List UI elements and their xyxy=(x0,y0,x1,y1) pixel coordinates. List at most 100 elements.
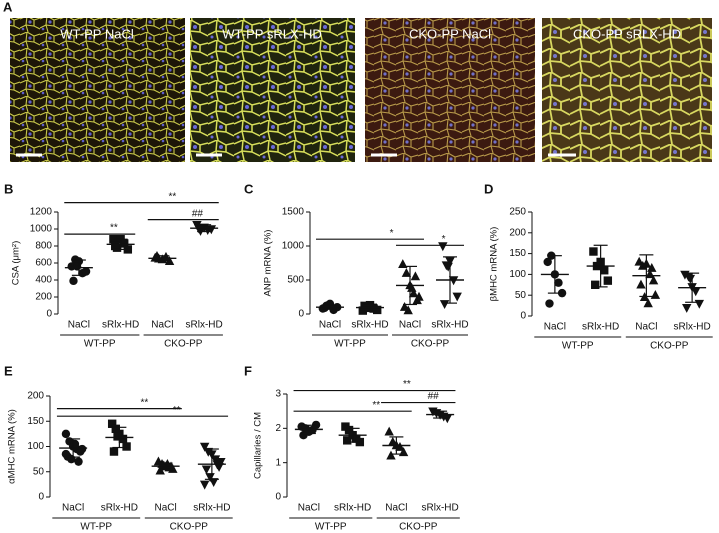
y-tick-label: 500 xyxy=(287,275,304,286)
error-bar xyxy=(389,436,404,455)
x-tick-label: NaCl xyxy=(298,503,320,514)
y-tick-label: 150 xyxy=(509,248,526,259)
significance-label: ** xyxy=(372,400,380,411)
point xyxy=(164,256,175,265)
y-tick-label: 250 xyxy=(509,207,526,218)
point xyxy=(373,305,382,315)
x-tick-label: sRlx-HD xyxy=(351,320,388,331)
y-tick-label: 2 xyxy=(275,423,281,434)
group-label: WT-PP xyxy=(84,339,116,350)
point xyxy=(395,442,405,451)
point xyxy=(545,299,554,308)
x-tick-label: NaCl xyxy=(68,320,90,331)
y-tick-label: 1 xyxy=(275,457,281,468)
point xyxy=(155,465,165,475)
point xyxy=(355,437,365,447)
panel-letter: C xyxy=(244,181,254,196)
x-tick-label: sRlx-HD xyxy=(431,320,468,331)
y-axis-label: Capillaries / CM xyxy=(253,412,264,479)
point xyxy=(403,305,413,315)
error-bar xyxy=(443,256,457,304)
x-tick-label: NaCl xyxy=(155,503,177,514)
y-tick-label: 3 xyxy=(275,389,281,400)
y-tick-label: 200 xyxy=(35,292,52,303)
significance-label: ** xyxy=(140,397,148,408)
error-bar xyxy=(363,303,377,312)
error-bar xyxy=(345,427,360,443)
image-label: WT-PP NaCl xyxy=(60,26,134,41)
group-label: WT-PP xyxy=(562,341,594,352)
point xyxy=(442,414,453,424)
x-tick-label: sRlx-HD xyxy=(582,322,619,333)
point xyxy=(123,245,133,254)
point xyxy=(81,267,91,276)
error-bar xyxy=(113,238,128,250)
x-tick-label: sRlx-HD xyxy=(334,503,371,514)
y-tick-label: 50 xyxy=(33,466,45,477)
panel-letter: E xyxy=(4,363,13,378)
point xyxy=(109,235,118,244)
significance-label: ** xyxy=(110,223,118,234)
group-label: WT-PP xyxy=(334,339,366,350)
point xyxy=(589,247,598,256)
panel-letter: F xyxy=(244,363,252,378)
point xyxy=(603,276,613,285)
point xyxy=(557,288,567,298)
y-tick-label: 1500 xyxy=(282,207,305,218)
point xyxy=(208,478,219,488)
micrograph: CKO-PP sRLX-HD xyxy=(542,18,712,162)
x-tick-label: NaCl xyxy=(544,322,566,333)
point xyxy=(410,271,421,281)
x-tick-label: NaCl xyxy=(385,503,407,514)
point xyxy=(113,432,122,441)
y-tick-label: 150 xyxy=(27,416,44,427)
point xyxy=(648,275,659,285)
micrograph: CKO-PP NaCl xyxy=(365,18,535,162)
y-axis-label: CSA (μm²) xyxy=(11,241,22,286)
error-bar xyxy=(66,438,81,458)
error-bar xyxy=(593,244,608,288)
micrograph: WT-PP NaCl xyxy=(10,18,185,162)
y-axis-label: βMHC mRNA (%) xyxy=(489,227,500,302)
y-tick-label: 0 xyxy=(520,311,526,322)
point xyxy=(74,457,83,466)
point xyxy=(72,262,82,271)
y-tick-label: 200 xyxy=(509,227,526,238)
point xyxy=(194,224,204,234)
y-axis-label: ANP mRNA (%) xyxy=(263,230,274,297)
image-label: CKO-PP sRLX-HD xyxy=(573,26,681,41)
error-bar xyxy=(301,424,316,435)
micrograph: WT-PP sRLX-HD xyxy=(190,18,355,162)
group-label: WT-PP xyxy=(315,522,347,533)
y-tick-label: 600 xyxy=(35,258,52,269)
point xyxy=(438,242,448,252)
error-bar xyxy=(204,448,219,480)
error-bar xyxy=(433,410,448,419)
y-tick-label: 1000 xyxy=(282,241,305,252)
point xyxy=(682,303,692,313)
point xyxy=(343,436,352,445)
y-tick-label: 1200 xyxy=(30,207,53,218)
error-bar xyxy=(639,254,654,298)
point xyxy=(401,268,412,277)
y-tick-label: 1000 xyxy=(30,224,53,235)
image-label: WT-PP sRLX-HD xyxy=(222,26,321,41)
point xyxy=(61,429,71,439)
y-tick-label: 0 xyxy=(46,309,52,320)
point xyxy=(69,276,78,286)
x-tick-label: NaCl xyxy=(399,320,421,331)
point xyxy=(201,465,212,475)
group-label: CKO-PP xyxy=(411,339,450,350)
y-tick-label: 100 xyxy=(27,441,44,452)
point xyxy=(408,288,419,298)
significance-label: * xyxy=(390,228,394,239)
point xyxy=(210,455,221,465)
point xyxy=(384,426,394,436)
point xyxy=(120,239,129,248)
error-bar xyxy=(685,272,700,303)
point xyxy=(452,292,462,302)
y-tick-label: 0 xyxy=(298,309,304,320)
point xyxy=(685,274,696,284)
panel-letter: A xyxy=(3,0,13,14)
